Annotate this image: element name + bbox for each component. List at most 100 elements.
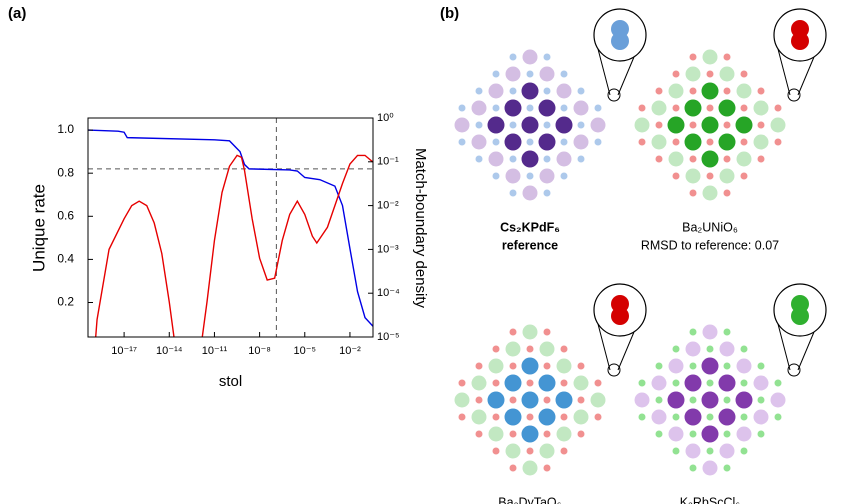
structure-formula: Cs₂KPdF₆ [500, 220, 560, 234]
atom [690, 88, 697, 95]
atom [775, 380, 782, 387]
atom [510, 431, 517, 438]
atom [455, 118, 470, 133]
atom [476, 88, 483, 95]
atom [527, 448, 534, 455]
atom [459, 380, 466, 387]
atom [540, 169, 555, 184]
atom [741, 346, 748, 353]
atom [476, 122, 483, 129]
atom [540, 444, 555, 459]
atom [578, 397, 585, 404]
atom [741, 105, 748, 112]
atom [754, 101, 769, 116]
atom [669, 84, 684, 99]
data-line [88, 130, 373, 326]
atom [527, 71, 534, 78]
y2-tick-label: 10⁻³ [377, 243, 399, 255]
atom [775, 414, 782, 421]
atom [540, 342, 555, 357]
atom [724, 88, 731, 95]
atom [686, 169, 701, 184]
atom [690, 329, 697, 336]
atom [690, 363, 697, 370]
atom [690, 156, 697, 163]
atom [685, 100, 702, 117]
atom [488, 392, 505, 409]
atom [758, 431, 765, 438]
atom [527, 414, 534, 421]
atom [523, 186, 538, 201]
atom [724, 122, 731, 129]
atom [578, 156, 585, 163]
atom [544, 88, 551, 95]
atom [540, 67, 555, 82]
atom [703, 50, 718, 65]
atom [595, 380, 602, 387]
atom [702, 117, 719, 134]
atom [561, 380, 568, 387]
atom [707, 105, 714, 112]
atom [719, 409, 736, 426]
atom [476, 397, 483, 404]
y-tick-label: 1.0 [57, 122, 74, 136]
atom [561, 173, 568, 180]
atom [544, 54, 551, 61]
atom [510, 88, 517, 95]
atom [635, 118, 650, 133]
atom [720, 342, 735, 357]
atom [557, 427, 572, 442]
atom [510, 156, 517, 163]
atom [673, 380, 680, 387]
atom [702, 83, 719, 100]
atom [685, 409, 702, 426]
atom [707, 448, 714, 455]
atom [556, 117, 573, 134]
atom [544, 397, 551, 404]
atom [690, 122, 697, 129]
atom [506, 169, 521, 184]
atom [720, 169, 735, 184]
atom [702, 358, 719, 375]
atom [472, 410, 487, 425]
atom [489, 152, 504, 167]
atom [673, 448, 680, 455]
atom [472, 376, 487, 391]
atom [561, 105, 568, 112]
atom [758, 397, 765, 404]
atom [595, 105, 602, 112]
atom [539, 134, 556, 151]
zoom-atom [791, 32, 809, 50]
atom [741, 139, 748, 146]
atom [724, 190, 731, 197]
x-tick-label: 10⁻² [339, 345, 361, 357]
atom [455, 393, 470, 408]
atom [736, 392, 753, 409]
atom [673, 346, 680, 353]
atom [522, 426, 539, 443]
zoom-atom [611, 307, 629, 325]
atom [707, 380, 714, 387]
atom [736, 117, 753, 134]
atom [561, 448, 568, 455]
atom [669, 152, 684, 167]
atom [493, 414, 500, 421]
atom [652, 135, 667, 150]
x-tick-label: 10⁻⁸ [248, 345, 271, 357]
atom [544, 122, 551, 129]
atom [539, 100, 556, 117]
atom [686, 342, 701, 357]
y-tick-label: 0.4 [57, 252, 74, 266]
atom [702, 392, 719, 409]
atom [523, 461, 538, 476]
atom [737, 84, 752, 99]
x-tick-label: 10⁻⁵ [293, 345, 316, 357]
atom [690, 54, 697, 61]
atom [522, 83, 539, 100]
atom [578, 431, 585, 438]
atom [493, 139, 500, 146]
atom [771, 118, 786, 133]
atom [506, 444, 521, 459]
atom [737, 152, 752, 167]
atom [639, 414, 646, 421]
